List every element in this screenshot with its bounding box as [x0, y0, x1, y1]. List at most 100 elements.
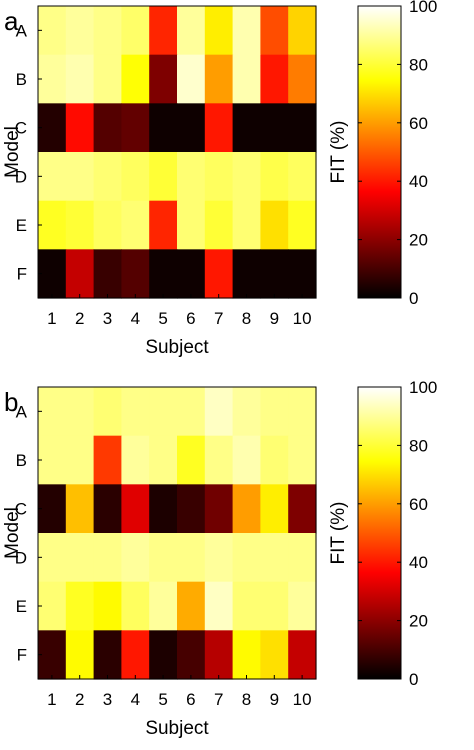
y-tick-label: D	[15, 167, 27, 186]
heatmap-cell	[93, 484, 122, 534]
heatmap-cell	[204, 387, 234, 437]
colorbar-title: FIT (%)	[328, 502, 349, 565]
colorbar-tick-label: 20	[409, 231, 428, 250]
heatmap-cell	[204, 581, 234, 631]
x-tick-label: 7	[214, 690, 223, 709]
heatmap-cell	[260, 200, 289, 250]
heatmap-cell	[204, 6, 234, 56]
heatmap-cell	[93, 249, 122, 299]
x-tick-label: 8	[242, 690, 251, 709]
heatmap-cell	[260, 6, 289, 56]
heatmap-cell	[232, 6, 261, 56]
colorbar-tick-label: 100	[409, 0, 437, 16]
heatmap-cell	[65, 54, 95, 104]
y-tick-label: E	[16, 216, 27, 235]
heatmap-cell	[260, 581, 289, 631]
heatmap-cell	[288, 249, 317, 299]
heatmap-cell	[204, 435, 234, 485]
heatmap-cell	[149, 387, 178, 437]
heatmap-cell	[260, 54, 289, 104]
heatmap-cell	[38, 6, 67, 56]
heatmap-cell	[260, 435, 289, 485]
colorbar-tick-label: 100	[409, 378, 437, 397]
heatmap-cell	[121, 533, 150, 583]
x-tick-label: 9	[270, 690, 279, 709]
colorbar-tick-label: 20	[409, 612, 428, 631]
heatmap-cell	[288, 630, 317, 680]
heatmap-cell	[65, 581, 95, 631]
colorbar-gradient	[358, 387, 401, 679]
heatmap-cell	[149, 103, 178, 153]
heatmap-cell	[260, 533, 289, 583]
y-tick-label: F	[17, 646, 27, 665]
heatmap-cell	[93, 6, 122, 56]
y-axis-title: Model	[2, 126, 23, 178]
heatmap-cell	[288, 581, 317, 631]
x-axis-title: Subject	[145, 337, 209, 358]
heatmap-cell	[38, 484, 67, 534]
colorbar-tick-label: 0	[409, 289, 418, 308]
heatmap-cell	[232, 533, 261, 583]
heatmap-cell	[65, 152, 95, 202]
heatmap-cell	[38, 54, 67, 104]
colorbar-title: FIT (%)	[328, 121, 349, 184]
heatmap-cell	[177, 484, 206, 534]
heatmap-cell	[38, 533, 67, 583]
heatmap-cell	[65, 103, 95, 153]
heatmap-cell	[93, 200, 122, 250]
heatmap-cell	[288, 152, 317, 202]
x-tick-label: 5	[158, 309, 167, 328]
heatmap-cell	[65, 387, 95, 437]
heatmap-cell	[121, 435, 150, 485]
heatmap-cell	[288, 533, 317, 583]
x-tick-label: 10	[293, 690, 312, 709]
heatmap-cell	[149, 533, 178, 583]
heatmap-cell	[121, 6, 150, 56]
heatmap-cell	[288, 200, 317, 250]
heatmap-cell	[121, 630, 150, 680]
heatmap-cell	[149, 630, 178, 680]
heatmap-cell	[65, 630, 95, 680]
heatmap-cell	[177, 54, 206, 104]
heatmap-cell	[38, 152, 67, 202]
heatmap-cell	[260, 484, 289, 534]
y-tick-label: B	[16, 70, 27, 89]
x-tick-label: 6	[186, 690, 195, 709]
heatmap-cell	[38, 249, 67, 299]
heatmap-cell	[149, 484, 178, 534]
colorbar-tick-label: 0	[409, 670, 418, 689]
heatmap-cell	[121, 581, 150, 631]
heatmap-cell	[121, 103, 150, 153]
y-tick-label: C	[15, 119, 27, 138]
heatmap-cell	[177, 6, 206, 56]
panel-label: b	[4, 387, 18, 417]
x-tick-label: 3	[103, 309, 112, 328]
heatmap-cell	[204, 103, 234, 153]
heatmap-cell	[65, 533, 95, 583]
heatmap-cell	[177, 387, 206, 437]
heatmap-cell	[177, 152, 206, 202]
heatmap-cell	[149, 249, 178, 299]
heatmap-cell	[121, 54, 150, 104]
colorbar-tick-label: 80	[409, 55, 428, 74]
heatmap-cell	[288, 435, 317, 485]
heatmap-cell	[65, 200, 95, 250]
heatmap-frame	[37, 386, 317, 680]
x-tick-label: 1	[47, 690, 56, 709]
heatmap-cell	[149, 6, 178, 56]
heatmap-panel-a: aA B C D E F 1 2 3 4 5 6 7 8 9 10 Subject Model 0 20 40 60 80 1…	[2, 0, 437, 358]
heatmap-cell	[149, 581, 178, 631]
colorbar-tick-label: 60	[409, 114, 428, 133]
heatmap-cell	[93, 581, 122, 631]
heatmap-cell	[232, 152, 261, 202]
heatmap-cell	[38, 200, 67, 250]
heatmap-cell	[65, 435, 95, 485]
y-tick-label: B	[16, 451, 27, 470]
heatmap-cell	[121, 249, 150, 299]
heatmap-cell	[260, 103, 289, 153]
x-tick-label: 2	[75, 690, 84, 709]
heatmap-cell	[38, 103, 67, 153]
y-tick-label: A	[16, 402, 28, 421]
y-tick-label: A	[16, 21, 28, 40]
